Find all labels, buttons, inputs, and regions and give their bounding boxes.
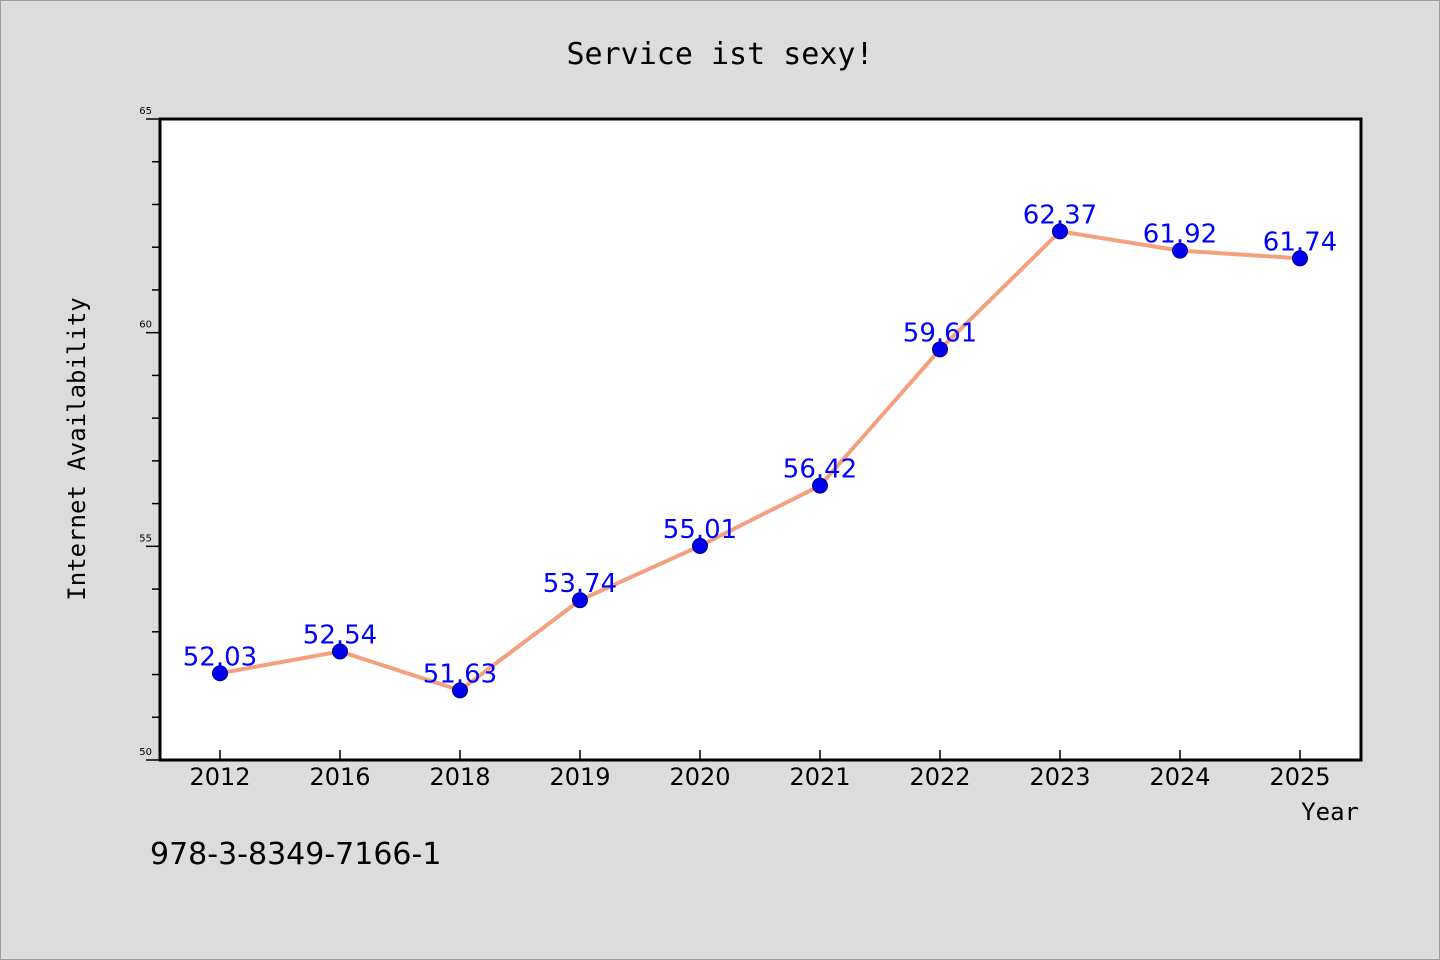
footer-text: 978-3-8349-7166-1 (150, 837, 441, 872)
data-point (332, 643, 348, 660)
x-tick-label: 2025 (1269, 763, 1330, 791)
x-tick-label: 2019 (549, 763, 610, 791)
x-axis-label: Year (1301, 798, 1359, 826)
data-point (932, 341, 948, 358)
x-tick-label: 2024 (1149, 763, 1210, 791)
data-point (452, 682, 468, 699)
x-tick-label: 2023 (1029, 763, 1090, 791)
data-point (1292, 250, 1308, 267)
y-tick-label: 50 (139, 747, 152, 758)
y-axis: 50 55 60 65 (139, 106, 160, 761)
series-layer: 52.0352.5451.6353.7455.0156.4259.6162.37… (183, 200, 1337, 699)
data-point (1172, 242, 1188, 259)
x-tick-label: 2012 (189, 763, 250, 791)
x-tick-label: 2020 (669, 763, 730, 791)
y-axis-label: Internet Availability (63, 297, 91, 600)
data-point (812, 477, 828, 494)
data-point (692, 537, 708, 554)
y-tick-label: 55 (139, 533, 152, 544)
x-tick-label: 2016 (309, 763, 370, 791)
y-tick-label: 60 (139, 320, 152, 331)
x-tick-label: 2022 (909, 763, 970, 791)
x-tick-label: 2018 (429, 763, 490, 791)
x-tick-label: 2021 (789, 763, 850, 791)
data-point (572, 592, 588, 609)
plot-area (158, 117, 1363, 762)
chart-title: Service ist sexy! (566, 37, 873, 72)
series-line (218, 229, 1302, 693)
x-axis: 2012 2016 2018 2019 2020 2021 2022 2023 2024 2025 (189, 750, 1331, 791)
data-point (1052, 223, 1068, 240)
data-point (212, 665, 228, 682)
y-tick-label: 65 (139, 106, 152, 117)
